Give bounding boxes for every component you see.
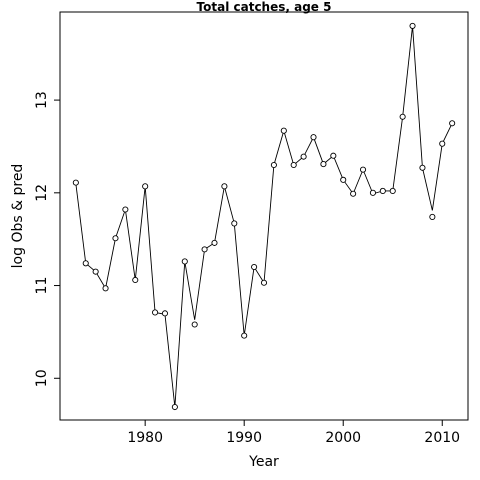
x-tick-label: 2010 — [424, 430, 460, 446]
plot-frame — [59, 11, 469, 421]
observed-point — [310, 134, 317, 141]
x-tick-label: 1980 — [127, 430, 163, 446]
observed-point — [409, 22, 416, 29]
observed-point — [359, 166, 367, 173]
x-tick-label: 2000 — [325, 430, 361, 446]
observed-point — [439, 140, 446, 147]
series-layer — [72, 22, 456, 411]
observed-point — [300, 153, 307, 160]
observed-point — [122, 206, 129, 213]
observed-point — [112, 235, 119, 242]
x-tick-label: 1990 — [226, 430, 262, 446]
observed-point — [211, 239, 218, 246]
observed-point — [379, 187, 386, 195]
predicted-line — [75, 25, 453, 408]
y-tick-label: 12 — [34, 184, 50, 202]
observed-point — [251, 263, 258, 271]
observed-point — [399, 113, 406, 120]
y-axis: 10 11 12 13 — [34, 91, 60, 387]
observed-point — [429, 213, 436, 220]
observed-point — [350, 190, 357, 197]
observed-point — [152, 309, 159, 316]
x-axis-label: Year — [248, 454, 279, 470]
y-tick-label: 13 — [34, 91, 50, 109]
observed-point — [171, 403, 178, 411]
y-tick-label: 11 — [34, 277, 50, 295]
observed-point — [142, 183, 149, 190]
observed-point — [260, 279, 268, 286]
observed-point — [320, 161, 327, 168]
observed-point — [191, 321, 198, 328]
observed-point — [340, 176, 347, 183]
observed-point — [92, 268, 99, 275]
chart-title: Total catches, age 5 — [197, 0, 332, 14]
observed-point — [221, 183, 228, 190]
observed-point — [201, 246, 208, 253]
observed-point — [102, 285, 109, 292]
y-tick-label: 10 — [34, 369, 50, 387]
observed-point — [132, 276, 139, 284]
observed-point — [449, 120, 456, 127]
observed-point — [231, 220, 238, 227]
observed-point — [330, 152, 337, 159]
observed-point — [241, 332, 248, 339]
observed-point — [290, 161, 297, 169]
observed-point — [82, 260, 89, 267]
observed-point — [181, 258, 188, 265]
observed-point — [419, 164, 426, 171]
observed-point — [270, 161, 277, 169]
observed-point — [72, 179, 79, 186]
observed-point — [161, 310, 169, 317]
observed-point — [389, 187, 396, 195]
x-axis: 1980 1990 2000 2010 — [127, 420, 460, 446]
y-axis-label: log Obs & pred — [10, 164, 26, 269]
observed-point — [280, 127, 287, 134]
observed-point — [369, 189, 376, 196]
